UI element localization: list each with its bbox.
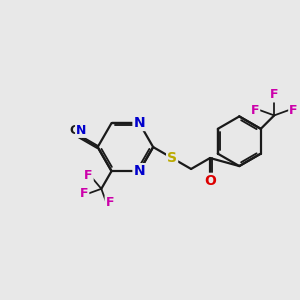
Text: F: F [80,187,88,200]
Text: F: F [289,104,298,117]
Text: F: F [251,104,259,117]
Text: N: N [134,116,145,130]
Text: C: C [69,124,78,137]
Text: O: O [204,174,216,188]
Text: F: F [270,88,278,101]
Text: F: F [106,196,114,209]
Text: N: N [134,164,145,178]
Text: F: F [84,169,93,182]
Text: S: S [167,151,177,165]
Text: N: N [76,124,86,137]
